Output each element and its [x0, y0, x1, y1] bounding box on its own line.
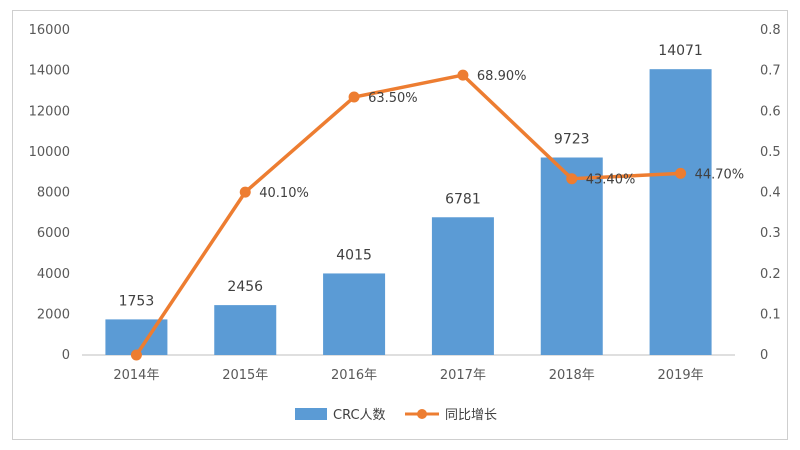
right-axis-tick-label: 0.8 [760, 23, 781, 38]
x-axis-ticks: 2014年 2015年 2016年 2017年 2018年 2019年 [113, 368, 703, 383]
x-axis-tick-label: 2016年 [331, 368, 377, 383]
growth-point [130, 349, 142, 361]
legend: CRC人数 同比增长 [295, 408, 497, 423]
right-axis-tick-label: 0.7 [760, 64, 781, 79]
x-axis-tick-label: 2014年 [113, 368, 159, 383]
bar-value-label: 1753 [119, 293, 155, 309]
left-axis-tick-label: 2000 [37, 307, 70, 322]
bar-value-label: 2456 [227, 279, 263, 295]
right-axis-tick-label: 0.4 [760, 186, 781, 201]
line-data-labels: 40.10% 63.50% 68.90% 43.40% 44.70% [259, 69, 744, 201]
growth-point [239, 186, 251, 198]
bar-value-label: 14071 [658, 43, 703, 59]
bar [649, 69, 712, 356]
left-axis-tick-label: 10000 [29, 145, 70, 160]
left-axis-tick-label: 16000 [29, 23, 70, 38]
right-axis-ticks: 0 0.1 0.2 0.3 0.4 0.5 0.6 0.7 0.8 [760, 23, 781, 363]
legend-swatch-bar [295, 408, 327, 420]
growth-value-label: 43.40% [586, 173, 636, 188]
bar [431, 217, 494, 355]
growth-point [675, 167, 687, 179]
growth-value-label: 68.90% [477, 69, 527, 84]
bar-value-label: 9723 [554, 132, 590, 148]
growth-value-label: 44.70% [695, 167, 745, 182]
left-axis-tick-label: 0 [62, 348, 70, 363]
bar-data-labels: 1753 2456 4015 6781 9723 14071 [119, 43, 703, 309]
left-axis-tick-label: 8000 [37, 186, 70, 201]
bar-series [105, 69, 712, 356]
right-axis-tick-label: 0.5 [760, 145, 781, 160]
left-axis-tick-label: 6000 [37, 226, 70, 241]
growth-value-label: 63.50% [368, 91, 418, 106]
bar [323, 273, 386, 355]
left-axis-tick-label: 14000 [29, 64, 70, 79]
left-axis-ticks: 0 2000 4000 6000 8000 10000 12000 14000 16000 [29, 23, 70, 363]
line-series [130, 69, 687, 361]
x-axis-tick-label: 2019年 [658, 368, 704, 383]
right-axis-tick-label: 0.6 [760, 104, 781, 119]
growth-point [457, 69, 469, 81]
right-axis-tick-label: 0.3 [760, 226, 781, 241]
left-axis-tick-label: 4000 [37, 267, 70, 282]
growth-line [134, 73, 681, 356]
left-axis-tick-label: 12000 [29, 104, 70, 119]
right-axis-tick-label: 0.1 [760, 307, 781, 322]
bar-value-label: 4015 [336, 247, 372, 263]
right-axis-tick-label: 0.2 [760, 267, 781, 282]
growth-point [566, 173, 578, 185]
growth-point [348, 91, 360, 103]
bar-value-label: 6781 [445, 191, 481, 207]
right-axis-tick-label: 0 [760, 348, 768, 363]
legend-label-bar: CRC人数 [333, 408, 386, 423]
x-axis-tick-label: 2018年 [549, 368, 595, 383]
bar [540, 157, 603, 355]
bar [214, 305, 277, 355]
growth-value-label: 40.10% [259, 186, 309, 201]
x-axis-tick-label: 2017年 [440, 368, 486, 383]
legend-label-line: 同比增长 [445, 408, 497, 423]
legend-marker-line [417, 409, 427, 419]
x-axis-tick-label: 2015年 [222, 368, 268, 383]
